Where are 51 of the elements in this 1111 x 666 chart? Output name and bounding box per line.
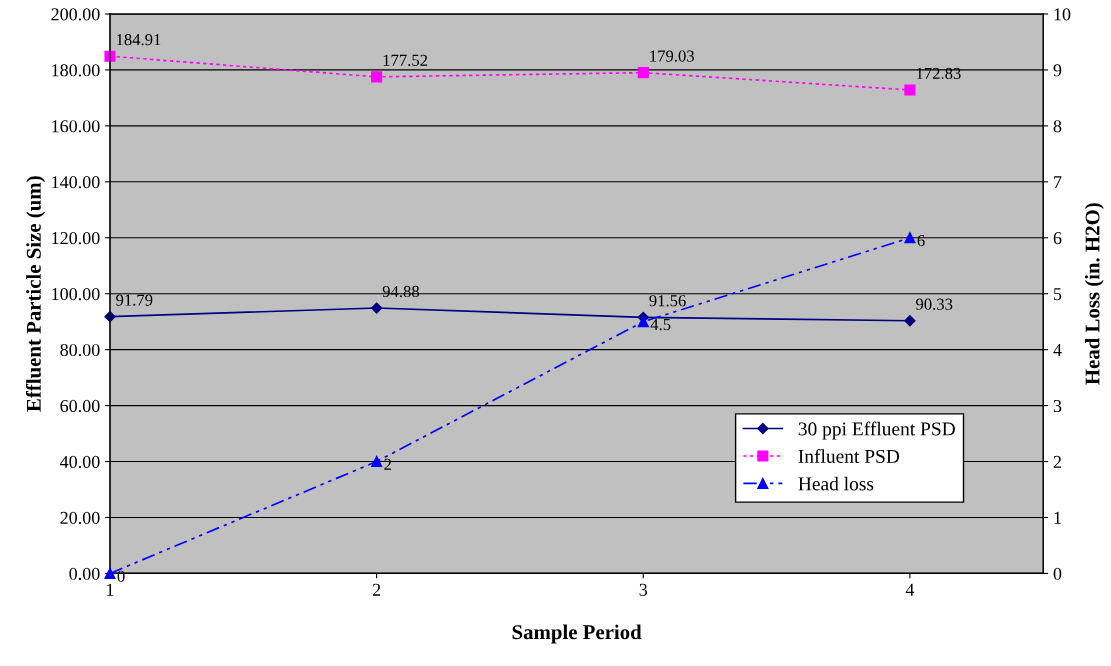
point <box>904 315 916 327</box>
y2-tick-label: 0 <box>1053 567 1062 580</box>
y2-tick-label: 9 <box>1053 64 1062 77</box>
x-axis-title: Sample Period <box>512 624 642 644</box>
y-tick-label: 120.00 <box>52 232 100 245</box>
legend-label: 30 ppi Effluent PSD <box>798 421 955 440</box>
legend-label: Head loss <box>798 476 874 491</box>
data-label: 179.03 <box>650 50 695 62</box>
y-axis-title: Effluent Particle Size (um) <box>25 176 46 412</box>
y-tick-label: 0.00 <box>69 567 100 580</box>
y2-tick-label: 6 <box>1053 232 1062 245</box>
point <box>637 316 649 328</box>
y-tick-label: 80.00 <box>60 343 100 357</box>
y-tick-label: 200.00 <box>51 8 100 21</box>
y2-tick-label: 2 <box>1053 455 1061 468</box>
x-tick-label: 4 <box>905 583 915 596</box>
y2-tick-label: 5 <box>1054 288 1062 301</box>
point <box>904 84 916 96</box>
data-label: 91.79 <box>116 294 153 306</box>
point <box>637 67 649 79</box>
y2-tick-label: 3 <box>1053 399 1062 413</box>
y-tick-label: 20.00 <box>60 511 100 524</box>
point <box>904 232 916 244</box>
x-tick-label: 2 <box>372 583 381 596</box>
y2-tick-label: 7 <box>1054 176 1062 189</box>
y-tick-label: 40.00 <box>59 455 100 469</box>
data-label: 177.52 <box>383 54 428 66</box>
y-tick-label: 60.00 <box>60 399 100 413</box>
data-label: 91.56 <box>649 295 686 307</box>
data-label: 6 <box>917 235 925 247</box>
y2-axis-title: Head Loss (in. H2O) <box>1084 203 1104 385</box>
y-tick-label: 100.00 <box>52 287 100 301</box>
y2-tick-label: 10 <box>1054 8 1071 21</box>
y-tick-label: 180.00 <box>52 64 100 77</box>
data-label: 172.83 <box>916 67 961 80</box>
y-tick-label: 140.00 <box>52 176 100 189</box>
data-label: 184.91 <box>117 34 161 46</box>
data-label: 90.33 <box>916 298 953 310</box>
y2-tick-label: 4 <box>1053 344 1062 356</box>
x-tick-label: 1 <box>107 583 114 596</box>
x-tick-label: 3 <box>639 583 648 596</box>
data-label: 4.5 <box>650 319 671 331</box>
point <box>371 71 383 83</box>
y-tick-label: 160.00 <box>52 120 100 133</box>
point <box>371 302 383 314</box>
y2-tick-label: 1 <box>1054 511 1061 524</box>
point <box>104 567 116 579</box>
point <box>371 455 383 468</box>
y2-tick-label: 8 <box>1053 120 1062 133</box>
legend-label: Influent PSD <box>798 449 900 463</box>
point <box>104 50 116 62</box>
